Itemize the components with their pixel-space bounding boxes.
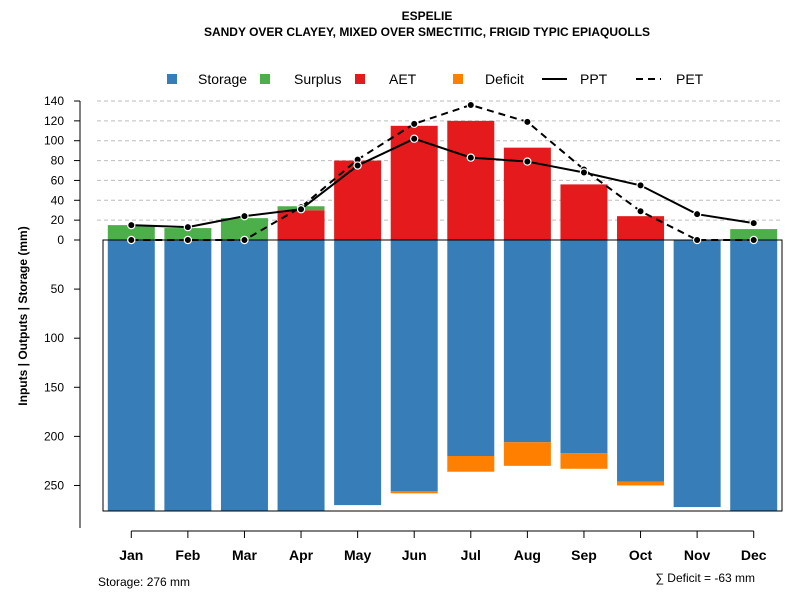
storage-bar	[107, 240, 155, 511]
x-tick-label: Jul	[461, 547, 481, 563]
ppt-point	[749, 218, 758, 228]
x-tick-label: Aug	[514, 547, 541, 563]
y-tick-label: 20	[51, 213, 65, 227]
ppt-point	[636, 181, 645, 190]
gridlines	[97, 100, 782, 221]
ppt-point	[579, 168, 589, 177]
deficit-bar	[447, 456, 495, 472]
pet-point	[692, 235, 702, 245]
storage-bar	[220, 240, 268, 511]
deficit-bar	[503, 442, 551, 466]
chart-subtitle: SANDY OVER CLAYEY, MIXED OVER SMECTITIC,…	[204, 25, 650, 39]
x-tick-label: Sep	[571, 547, 597, 563]
legend-swatch-storage	[167, 74, 177, 84]
x-tick-label: Jan	[119, 547, 143, 563]
aet-bar	[560, 184, 608, 240]
ppt-point	[127, 220, 136, 230]
pet-point	[749, 235, 758, 245]
y-tick-label: 150	[44, 380, 64, 394]
pet-point	[636, 207, 645, 216]
storage-bar	[673, 240, 721, 508]
y-axis-title: Inputs | Outputs | Storage (mm)	[16, 226, 30, 405]
legend-swatch-aet	[355, 74, 365, 84]
y-tick-label: 0	[57, 233, 64, 247]
storage-deficit-bars	[107, 240, 778, 511]
y-tick-label: 100	[44, 331, 64, 345]
x-tick-label: Nov	[684, 547, 711, 563]
x-tick-label: Oct	[629, 547, 653, 563]
x-tick-label: Dec	[741, 547, 767, 563]
pet-point	[183, 235, 193, 245]
storage-note: Storage: 276 mm	[98, 575, 190, 589]
deficit-note: ∑ Deficit = -63 mm	[655, 571, 755, 585]
x-tick-label: Jun	[402, 547, 427, 563]
ppt-point	[296, 205, 306, 214]
ppt-pet-lines	[127, 100, 758, 245]
y-tick-label: 140	[44, 94, 64, 108]
y-tick-label: 60	[51, 173, 65, 187]
y-tick-label: 50	[51, 282, 65, 296]
y-tick-label: 40	[51, 193, 65, 207]
surplus-bar	[730, 229, 778, 240]
pet-point	[523, 117, 532, 127]
storage-bar	[277, 240, 325, 511]
ppt-point	[523, 157, 532, 166]
storage-bar	[617, 240, 665, 482]
ppt-point	[353, 161, 362, 170]
legend-label-deficit: Deficit	[485, 71, 524, 87]
x-tick-label: Feb	[175, 547, 200, 563]
y-tick-label: 250	[44, 478, 64, 492]
legend: Storage Surplus AET Deficit PPT PET	[167, 71, 704, 87]
aet-bar	[447, 120, 495, 240]
plot-frame	[102, 239, 783, 512]
aet-bar	[617, 216, 665, 240]
storage-bar	[560, 240, 608, 454]
y-tick-label: 80	[51, 154, 65, 168]
surplus-bar	[107, 225, 155, 240]
y-tick-label: 100	[44, 134, 64, 148]
y-tick-label: 120	[44, 114, 64, 128]
storage-bar	[390, 240, 438, 492]
storage-bar	[447, 240, 495, 457]
legend-label-ppt: PPT	[580, 71, 608, 87]
surplus-bar	[220, 218, 268, 240]
legend-label-storage: Storage	[198, 71, 247, 87]
deficit-bar	[560, 453, 608, 469]
aet-bar	[277, 210, 325, 240]
storage-bar	[730, 240, 778, 511]
legend-swatch-surplus	[260, 74, 270, 84]
deficit-bar	[617, 481, 665, 486]
pet-point	[466, 100, 475, 110]
storage-bar	[334, 240, 382, 506]
ppt-point	[466, 153, 475, 162]
storage-bar	[503, 240, 551, 443]
ppt-point	[410, 134, 419, 143]
legend-swatch-deficit	[453, 74, 463, 84]
surplus-bar	[164, 228, 212, 240]
chart-title: ESPELIE	[402, 9, 453, 23]
y-axis: 0 20 40 60 80 100 120 140 50 100 150 200 250	[44, 94, 81, 528]
x-tick-label: Mar	[232, 547, 257, 563]
y-tick-label: 200	[44, 429, 64, 443]
legend-label-aet: AET	[389, 71, 417, 87]
aet-bar	[390, 125, 438, 240]
legend-label-pet: PET	[676, 71, 704, 87]
x-tick-label: May	[344, 547, 371, 563]
ppt-line	[131, 137, 754, 229]
x-tick-label: Apr	[289, 547, 314, 563]
pet-point	[410, 119, 419, 129]
storage-bar	[164, 240, 212, 511]
x-axis: Jan Feb Mar Apr May Jun Jul Aug Sep Oct Nov Dec	[119, 530, 767, 563]
ppt-point	[183, 222, 193, 232]
pet-line	[131, 103, 754, 241]
deficit-bar	[390, 491, 438, 494]
ppt-point	[692, 209, 702, 219]
legend-label-surplus: Surplus	[294, 71, 341, 87]
ppt-point	[240, 211, 249, 221]
pet-point	[127, 235, 136, 245]
pet-point	[240, 235, 249, 245]
